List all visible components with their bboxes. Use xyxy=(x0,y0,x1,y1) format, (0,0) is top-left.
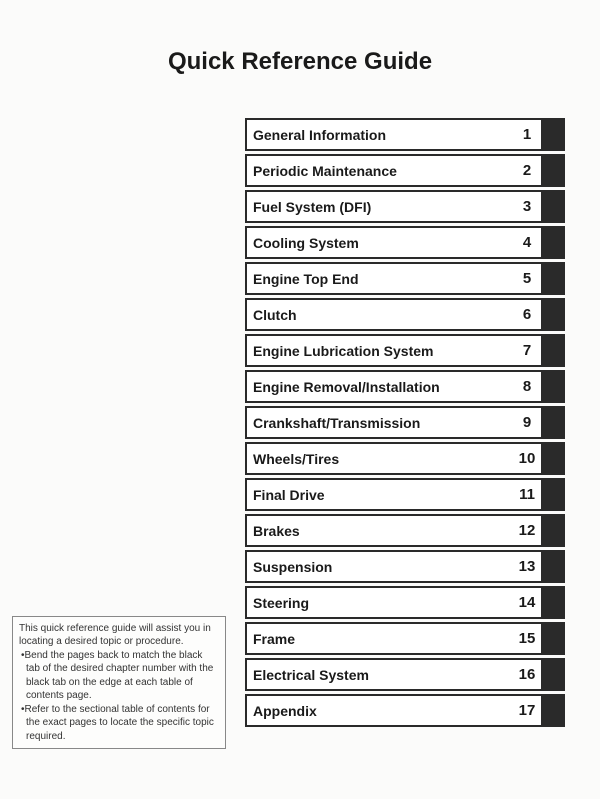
toc-number: 9 xyxy=(513,408,541,437)
toc-row: Electrical System 16 xyxy=(245,658,565,691)
toc-number: 10 xyxy=(513,444,541,473)
black-tab-icon xyxy=(541,408,563,437)
black-tab-icon xyxy=(541,192,563,221)
toc-row: Brakes 12 xyxy=(245,514,565,547)
info-bullet-2: •Refer to the sectional table of content… xyxy=(19,703,219,744)
toc-number: 14 xyxy=(513,588,541,617)
toc-number: 7 xyxy=(513,336,541,365)
info-intro: This quick reference guide will assist y… xyxy=(19,622,219,649)
toc-label: Wheels/Tires xyxy=(247,444,513,473)
toc-label: Engine Removal/Installation xyxy=(247,372,513,401)
toc-number: 5 xyxy=(513,264,541,293)
toc-label: Cooling System xyxy=(247,228,513,257)
black-tab-icon xyxy=(541,336,563,365)
toc-label: Engine Lubrication System xyxy=(247,336,513,365)
toc-label: Fuel System (DFI) xyxy=(247,192,513,221)
toc-label: General Information xyxy=(247,120,513,149)
black-tab-icon xyxy=(541,228,563,257)
toc-row: Suspension 13 xyxy=(245,550,565,583)
black-tab-icon xyxy=(541,660,563,689)
black-tab-icon xyxy=(541,444,563,473)
toc-row: Frame 15 xyxy=(245,622,565,655)
toc-row: Periodic Maintenance 2 xyxy=(245,154,565,187)
toc-row: General Information 1 xyxy=(245,118,565,151)
toc-label: Periodic Maintenance xyxy=(247,156,513,185)
toc-number: 4 xyxy=(513,228,541,257)
toc-label: Engine Top End xyxy=(247,264,513,293)
toc-number: 17 xyxy=(513,696,541,725)
black-tab-icon xyxy=(541,480,563,509)
info-box: This quick reference guide will assist y… xyxy=(12,616,226,750)
toc-row: Final Drive 11 xyxy=(245,478,565,511)
toc-number: 6 xyxy=(513,300,541,329)
toc-label: Crankshaft/Transmission xyxy=(247,408,513,437)
black-tab-icon xyxy=(541,588,563,617)
toc-row: Steering 14 xyxy=(245,586,565,619)
toc-row: Engine Top End 5 xyxy=(245,262,565,295)
toc-label: Final Drive xyxy=(247,480,513,509)
black-tab-icon xyxy=(541,372,563,401)
toc-number: 16 xyxy=(513,660,541,689)
toc-row: Wheels/Tires 10 xyxy=(245,442,565,475)
toc-label: Frame xyxy=(247,624,513,653)
toc-row: Appendix 17 xyxy=(245,694,565,727)
toc-row: Crankshaft/Transmission 9 xyxy=(245,406,565,439)
toc-row: Clutch 6 xyxy=(245,298,565,331)
black-tab-icon xyxy=(541,156,563,185)
toc-row: Cooling System 4 xyxy=(245,226,565,259)
table-of-contents: General Information 1 Periodic Maintenan… xyxy=(245,118,565,730)
black-tab-icon xyxy=(541,300,563,329)
toc-label: Suspension xyxy=(247,552,513,581)
page-title: Quick Reference Guide xyxy=(0,48,600,76)
toc-number: 12 xyxy=(513,516,541,545)
toc-label: Appendix xyxy=(247,696,513,725)
black-tab-icon xyxy=(541,624,563,653)
page: Quick Reference Guide General Informatio… xyxy=(0,0,600,799)
toc-number: 1 xyxy=(513,120,541,149)
toc-number: 15 xyxy=(513,624,541,653)
toc-row: Engine Lubrication System 7 xyxy=(245,334,565,367)
toc-row: Fuel System (DFI) 3 xyxy=(245,190,565,223)
toc-number: 13 xyxy=(513,552,541,581)
black-tab-icon xyxy=(541,552,563,581)
toc-number: 8 xyxy=(513,372,541,401)
black-tab-icon xyxy=(541,264,563,293)
info-bullet-1: •Bend the pages back to match the black … xyxy=(19,649,219,703)
toc-row: Engine Removal/Installation 8 xyxy=(245,370,565,403)
toc-label: Electrical System xyxy=(247,660,513,689)
black-tab-icon xyxy=(541,696,563,725)
toc-label: Clutch xyxy=(247,300,513,329)
toc-label: Steering xyxy=(247,588,513,617)
toc-number: 11 xyxy=(513,480,541,509)
black-tab-icon xyxy=(541,120,563,149)
toc-label: Brakes xyxy=(247,516,513,545)
toc-number: 3 xyxy=(513,192,541,221)
black-tab-icon xyxy=(541,516,563,545)
toc-number: 2 xyxy=(513,156,541,185)
